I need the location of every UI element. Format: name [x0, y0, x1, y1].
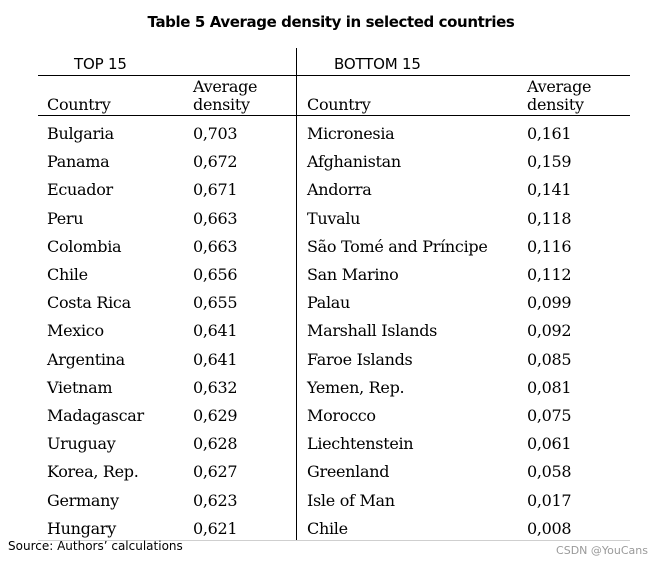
table-row: Ecuador 0,671 Andorra 0,141 — [0, 180, 662, 208]
top-density-cell: 0,655 — [193, 293, 238, 313]
table-row: Vietnam 0,632 Yemen, Rep. 0,081 — [0, 378, 662, 406]
bottom-group-label: BOTTOM 15 — [334, 55, 421, 73]
top-country-cell: Hungary — [47, 518, 116, 538]
table-row: Bulgaria 0,703 Micronesia 0,161 — [0, 124, 662, 152]
top-density-cell: 0,672 — [193, 152, 238, 172]
col-density-left: Average density — [193, 77, 258, 114]
bottom-density-cell: 0,099 — [527, 293, 572, 313]
top-country-cell: Uruguay — [47, 434, 116, 454]
top-density-cell: 0,629 — [193, 406, 238, 425]
col-density-right: Average density — [527, 77, 592, 114]
col-density-right-line2: density — [527, 95, 584, 114]
top-country-cell: Bulgaria — [47, 124, 114, 143]
bottom-density-cell: 0,081 — [527, 377, 572, 397]
col-country-right: Country — [307, 95, 371, 114]
bottom-country-cell: Greenland — [307, 462, 390, 482]
bottom-country-cell: Tuvalu — [307, 208, 361, 228]
table-row: Argentina 0,641 Faroe Islands 0,085 — [0, 350, 662, 378]
bottom-country-cell: Yemen, Rep. — [307, 377, 405, 397]
bottom-density-cell: 0,116 — [527, 236, 572, 256]
top-country-cell: Madagascar — [47, 406, 144, 425]
header-underline — [38, 115, 630, 116]
source-note: Source: Authors’ calculations — [8, 539, 183, 553]
bottom-country-cell: Marshall Islands — [307, 321, 438, 341]
watermark: CSDN @YouCans — [556, 544, 648, 557]
top-country-cell: Costa Rica — [47, 293, 131, 313]
table-row: Hungary 0,621 Chile 0,008 — [0, 519, 662, 547]
top-country-cell: Peru — [47, 208, 84, 228]
col-density-right-line1: Average — [527, 77, 592, 96]
top-country-cell: Vietnam — [47, 377, 113, 397]
bottom-density-cell: 0,159 — [527, 152, 572, 172]
bottom-country-cell: Isle of Man — [307, 490, 395, 510]
bottom-density-cell: 0,017 — [527, 490, 572, 510]
top-density-cell: 0,641 — [193, 349, 238, 369]
top-density-cell: 0,628 — [193, 434, 238, 454]
table-row: Madagascar 0,629 Morocco 0,075 — [0, 406, 662, 434]
col-density-left-line2: density — [193, 95, 250, 114]
table-title: Table 5 Average density in selected coun… — [147, 13, 515, 31]
column-divider — [296, 48, 297, 540]
top-country-cell: Chile — [47, 265, 88, 284]
top-country-cell: Ecuador — [47, 180, 113, 200]
top-density-cell: 0,663 — [193, 208, 238, 228]
bottom-density-cell: 0,118 — [527, 208, 572, 228]
group-underline — [38, 75, 630, 76]
top-country-cell: Mexico — [47, 321, 104, 341]
top-density-cell: 0,623 — [193, 490, 238, 510]
bottom-density-cell: 0,141 — [527, 180, 572, 200]
bottom-density-cell: 0,092 — [527, 321, 572, 341]
top-density-cell: 0,632 — [193, 377, 238, 397]
top-density-cell: 0,703 — [193, 124, 238, 143]
bottom-country-cell: São Tomé and Príncipe — [307, 236, 488, 256]
top-density-cell: 0,671 — [193, 180, 238, 200]
bottom-country-cell: Andorra — [307, 180, 372, 200]
bottom-country-cell: Morocco — [307, 406, 376, 425]
table-row: Mexico 0,641 Marshall Islands 0,092 — [0, 321, 662, 349]
top-density-cell: 0,641 — [193, 321, 238, 341]
top-density-cell: 0,621 — [193, 518, 238, 538]
top-density-cell: 0,627 — [193, 462, 238, 482]
bottom-country-cell: Liechtenstein — [307, 434, 414, 454]
bottom-density-cell: 0,061 — [527, 434, 572, 454]
bottom-density-cell: 0,112 — [527, 265, 572, 284]
top-density-cell: 0,663 — [193, 236, 238, 256]
bottom-density-cell: 0,161 — [527, 124, 572, 143]
bottom-country-cell: Faroe Islands — [307, 349, 413, 369]
table-row: Panama 0,672 Afghanistan 0,159 — [0, 152, 662, 180]
top-country-cell: Argentina — [47, 349, 125, 369]
table-row: Korea, Rep. 0,627 Greenland 0,058 — [0, 462, 662, 490]
col-country-left: Country — [47, 95, 111, 114]
table-row: Uruguay 0,628 Liechtenstein 0,061 — [0, 434, 662, 462]
bottom-country-cell: Palau — [307, 293, 351, 313]
bottom-density-cell: 0,085 — [527, 349, 572, 369]
top-group-label: TOP 15 — [74, 55, 127, 73]
table-bottom-rule — [38, 540, 630, 541]
bottom-density-cell: 0,008 — [527, 518, 572, 538]
bottom-country-cell: San Marino — [307, 265, 399, 284]
bottom-density-cell: 0,058 — [527, 462, 572, 482]
table-row: Costa Rica 0,655 Palau 0,099 — [0, 293, 662, 321]
col-density-left-line1: Average — [193, 77, 258, 96]
table-row: Germany 0,623 Isle of Man 0,017 — [0, 491, 662, 519]
top-country-cell: Germany — [47, 490, 119, 510]
top-country-cell: Panama — [47, 152, 110, 172]
bottom-density-cell: 0,075 — [527, 406, 572, 425]
top-country-cell: Colombia — [47, 236, 122, 256]
table-row: Peru 0,663 Tuvalu 0,118 — [0, 209, 662, 237]
bottom-country-cell: Chile — [307, 518, 348, 538]
top-country-cell: Korea, Rep. — [47, 462, 139, 482]
bottom-country-cell: Afghanistan — [307, 152, 401, 172]
bottom-country-cell: Micronesia — [307, 124, 395, 143]
table-row: Colombia 0,663 São Tomé and Príncipe 0,116 — [0, 237, 662, 265]
top-density-cell: 0,656 — [193, 265, 238, 284]
table-row: Chile 0,656 San Marino 0,112 — [0, 265, 662, 293]
